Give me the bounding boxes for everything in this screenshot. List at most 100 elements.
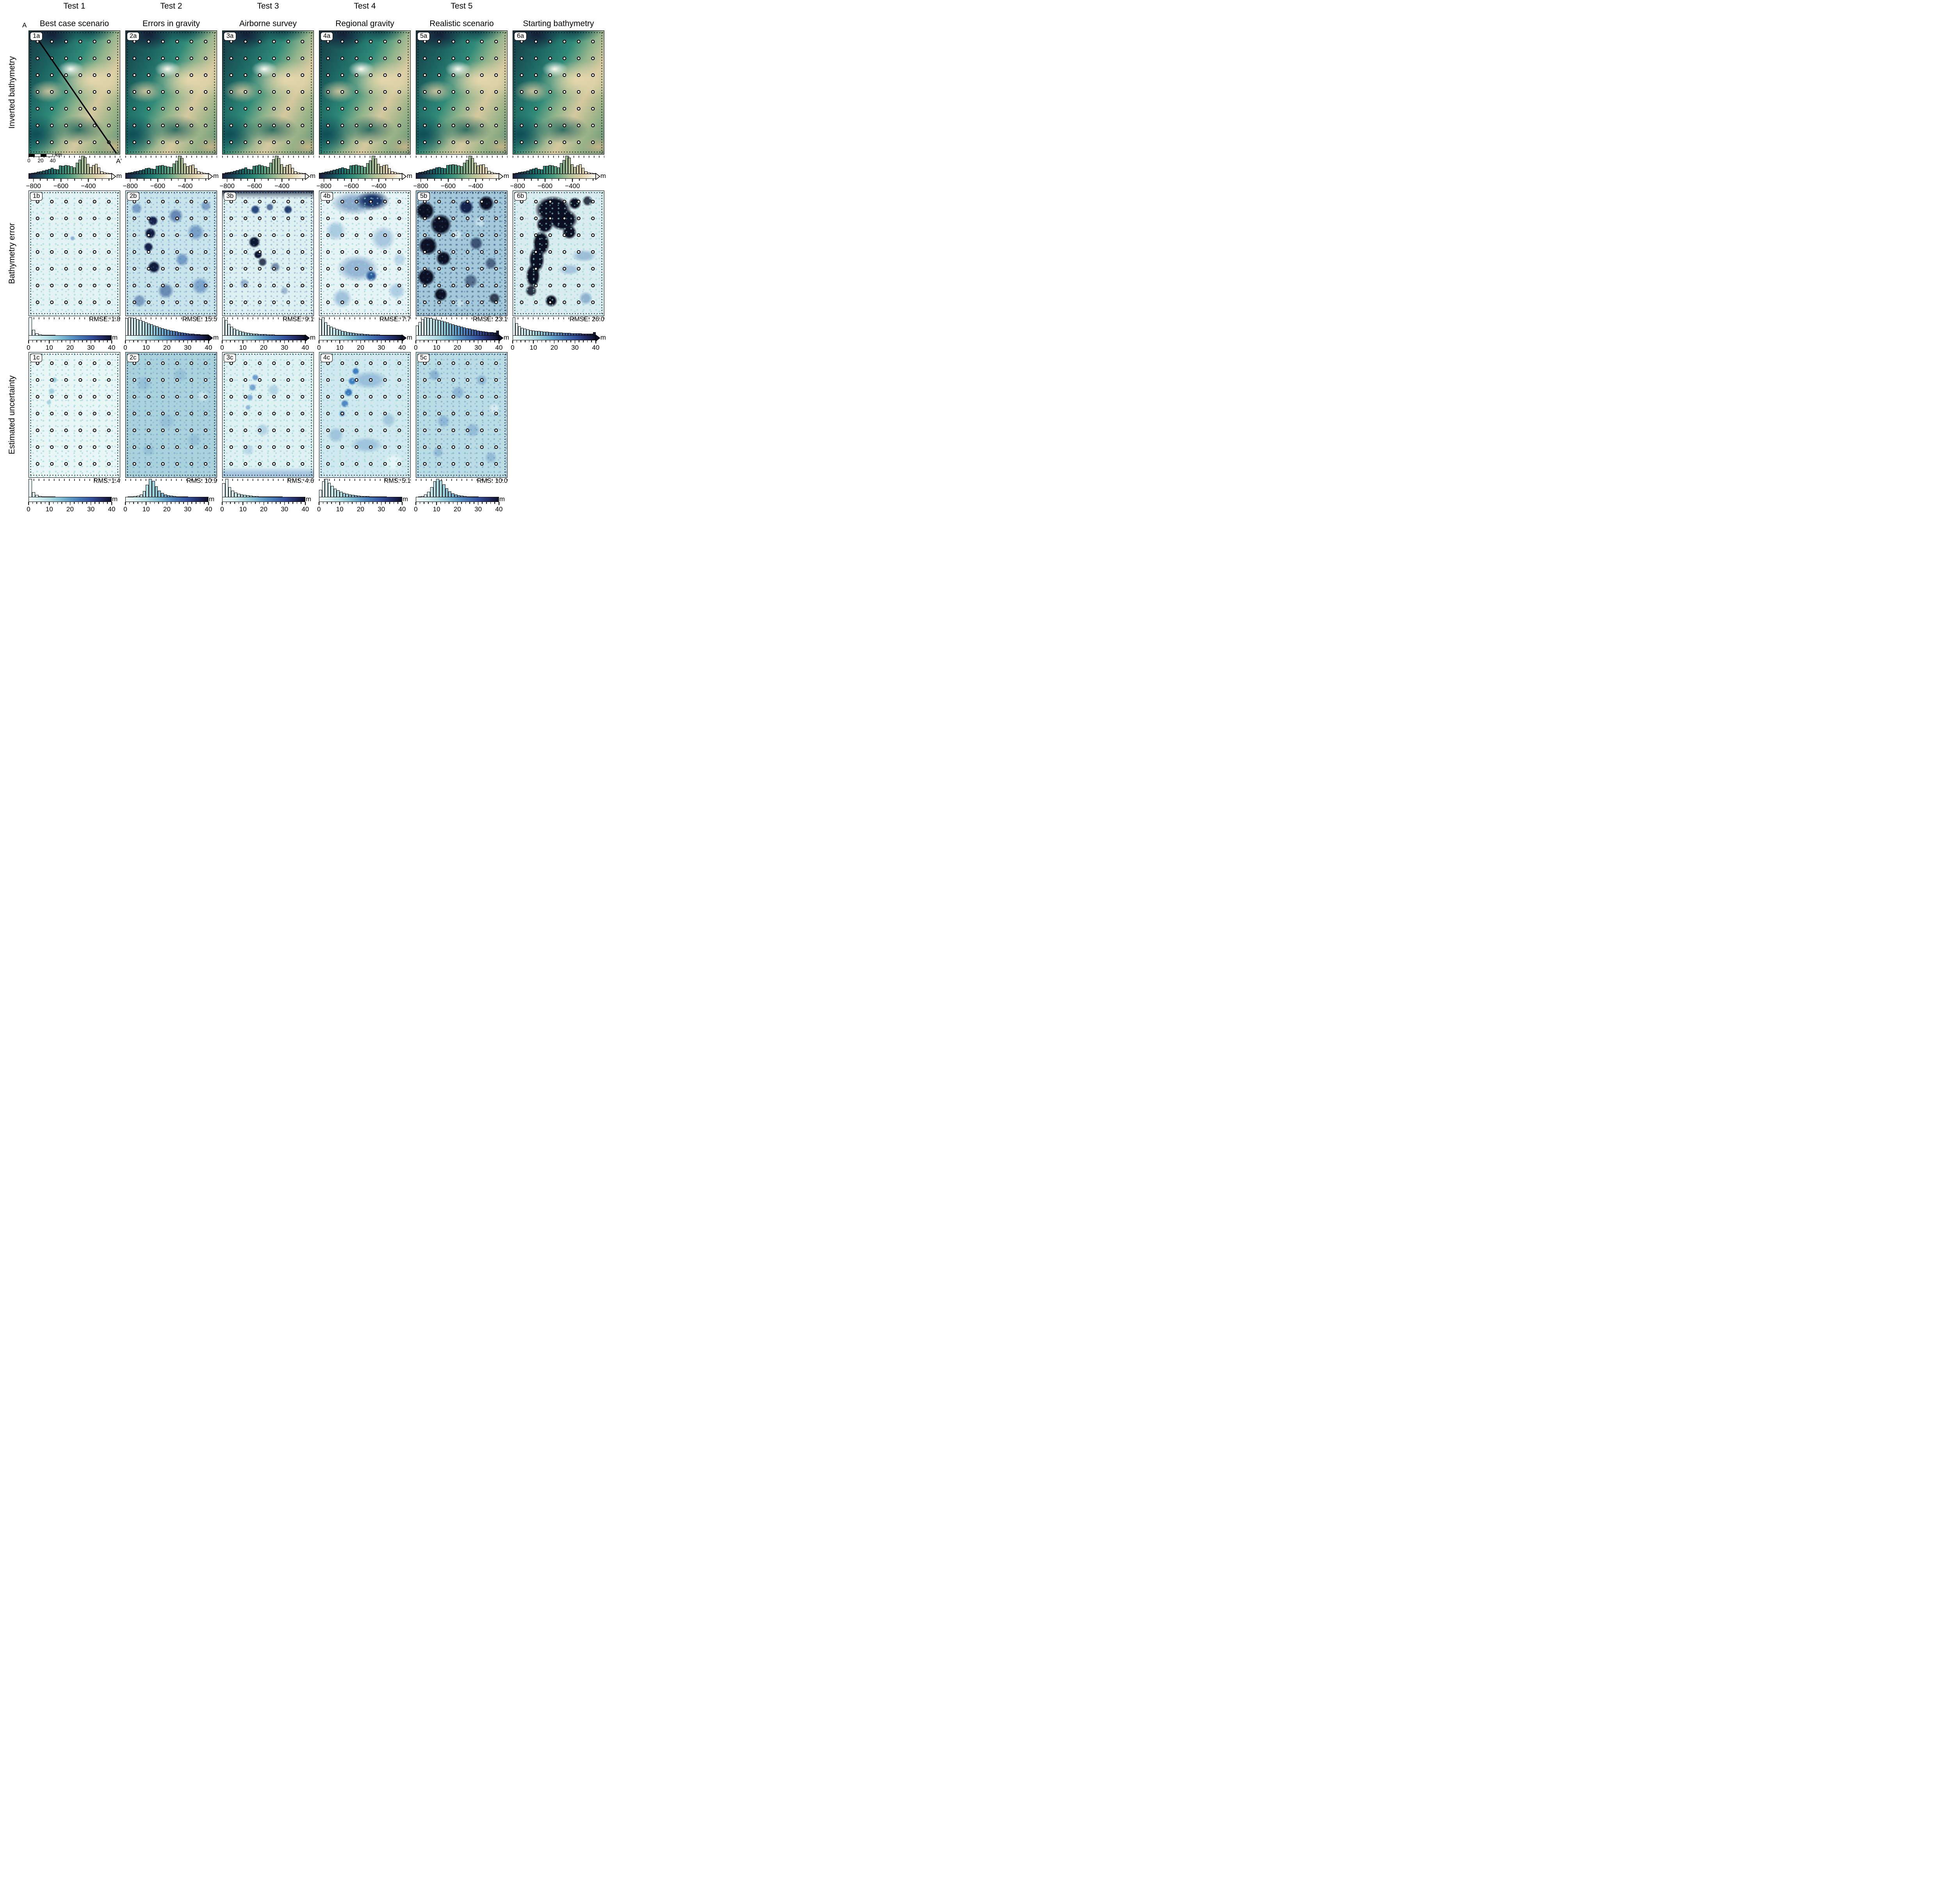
colorbar-minor-tick [482,179,483,181]
profile-end-label: A' [116,157,122,165]
hist-bar [358,333,361,335]
hist-bar [167,329,170,335]
colorbar-minor-tick [372,340,374,342]
hist-bar [134,318,137,335]
hist-bar [75,163,78,174]
scale-label: 40 [50,158,56,164]
colorbar-major-tick [242,502,244,505]
colorbar-major-tick [477,340,479,343]
hist-bar [333,488,337,497]
hist-bar [515,323,518,335]
rms-value-1c: RMS: 1.4 [93,477,120,484]
hist-bar [225,479,228,497]
hist-bar [582,167,585,174]
hist-bar [467,496,470,497]
colorbar-major-tick [457,502,458,505]
hist-bar [419,172,422,174]
hist-bar [468,328,471,335]
hist-bar [38,496,42,497]
colorbar-tick-label: 40 [592,344,600,351]
colorbar-tick-label: 10 [142,344,150,351]
hist-bar [568,333,571,335]
hist-bar [427,492,430,497]
depth-histogram-6a [513,156,596,174]
colorbar-major-tick [436,502,437,505]
colorbar-minor-tick [454,179,456,181]
hist-bar [258,334,261,335]
colorbar-minor-tick [251,502,252,504]
panel-6b: 6b [513,190,604,319]
colorbar-minor-tick [154,340,155,342]
hist-bar [28,317,32,335]
colorbar-tick-label: −600 [344,182,359,190]
panel-label: 6a [514,32,527,41]
colorbar-minor-tick [399,179,400,181]
hist-bar [377,164,380,174]
colorbar-arrow-icon [208,335,213,342]
colorbar-tick-label: 10 [336,344,344,351]
hist-bar [244,167,247,174]
colorbar-arrow-icon [402,173,407,180]
colorbar-minor-tick [331,502,332,504]
colorbar-tick-label: 0 [220,505,224,513]
axis-ticks [28,156,120,158]
hist-bar [258,496,262,497]
observation-points-grid [127,33,214,150]
hist-bar [421,319,424,335]
colorbar-minor-tick [103,502,104,504]
colorbar-minor-tick [32,340,33,342]
colorbar-minor-tick [81,179,82,181]
hist-bar [283,167,286,174]
stipple-edge [223,474,313,477]
colorbar-minor-tick [377,502,378,504]
observation-points-grid [418,355,505,473]
panel-label: 2b [127,192,140,201]
hist-bar [42,496,45,497]
colorbar-major-tick [33,179,34,182]
hist-bar [355,333,358,335]
colorbar-arrow-icon [208,173,213,180]
hist-bar [237,493,240,497]
hist-bar [32,330,36,335]
empty-cell [513,352,604,478]
hist-bar [378,496,381,497]
hist-bar [465,328,468,335]
colorbar-unit-label: m [310,172,316,180]
hist-bar [142,321,145,335]
hist-bar [222,483,225,497]
rms-value-4c: RMS: 5.1 [384,477,411,484]
colorbar-minor-tick [356,502,357,504]
hist-bar [346,332,350,335]
hist-bar [454,165,458,174]
hist-bar [341,167,344,174]
hist-bar [200,172,203,174]
hist-bar [173,496,176,497]
colorbar-tick-label: −600 [150,182,166,190]
axis-ticks [28,479,120,481]
hist-bar [482,331,485,335]
hist-bar [274,496,277,497]
stipple-edge [600,192,604,315]
hist-bar [593,332,596,335]
hist-bar [529,330,532,335]
colorbar-major-tick [69,502,71,505]
hist-bar [89,167,93,174]
axis-ticks [222,317,314,319]
colorbar-minor-tick [537,340,538,342]
colorbar-unit-label: m [306,495,312,503]
hist-bar [333,328,336,335]
colorbar-minor-tick [490,340,491,342]
hist-bar [438,167,441,174]
colorbar-minor-tick [53,502,54,504]
colorbar-minor-tick [461,179,462,181]
hist-bar [432,168,435,174]
column-header-test1: Test 1 Best case scenario [28,2,120,30]
colorbar-tick-label: 30 [571,344,579,351]
colorbar-minor-tick [61,502,62,504]
hist-bar [427,170,430,174]
row-label-estimated-uncertainty: Estimated uncertainty [7,375,16,454]
colorbar-block-3c: RMS: 4.6 m 0 10 20 30 40 [220,477,314,514]
error-histogram-5b [416,317,499,335]
colorbar-block-4a: m −800 −600 −400 [317,155,412,190]
colorbar-tick-label: −800 [510,182,525,190]
